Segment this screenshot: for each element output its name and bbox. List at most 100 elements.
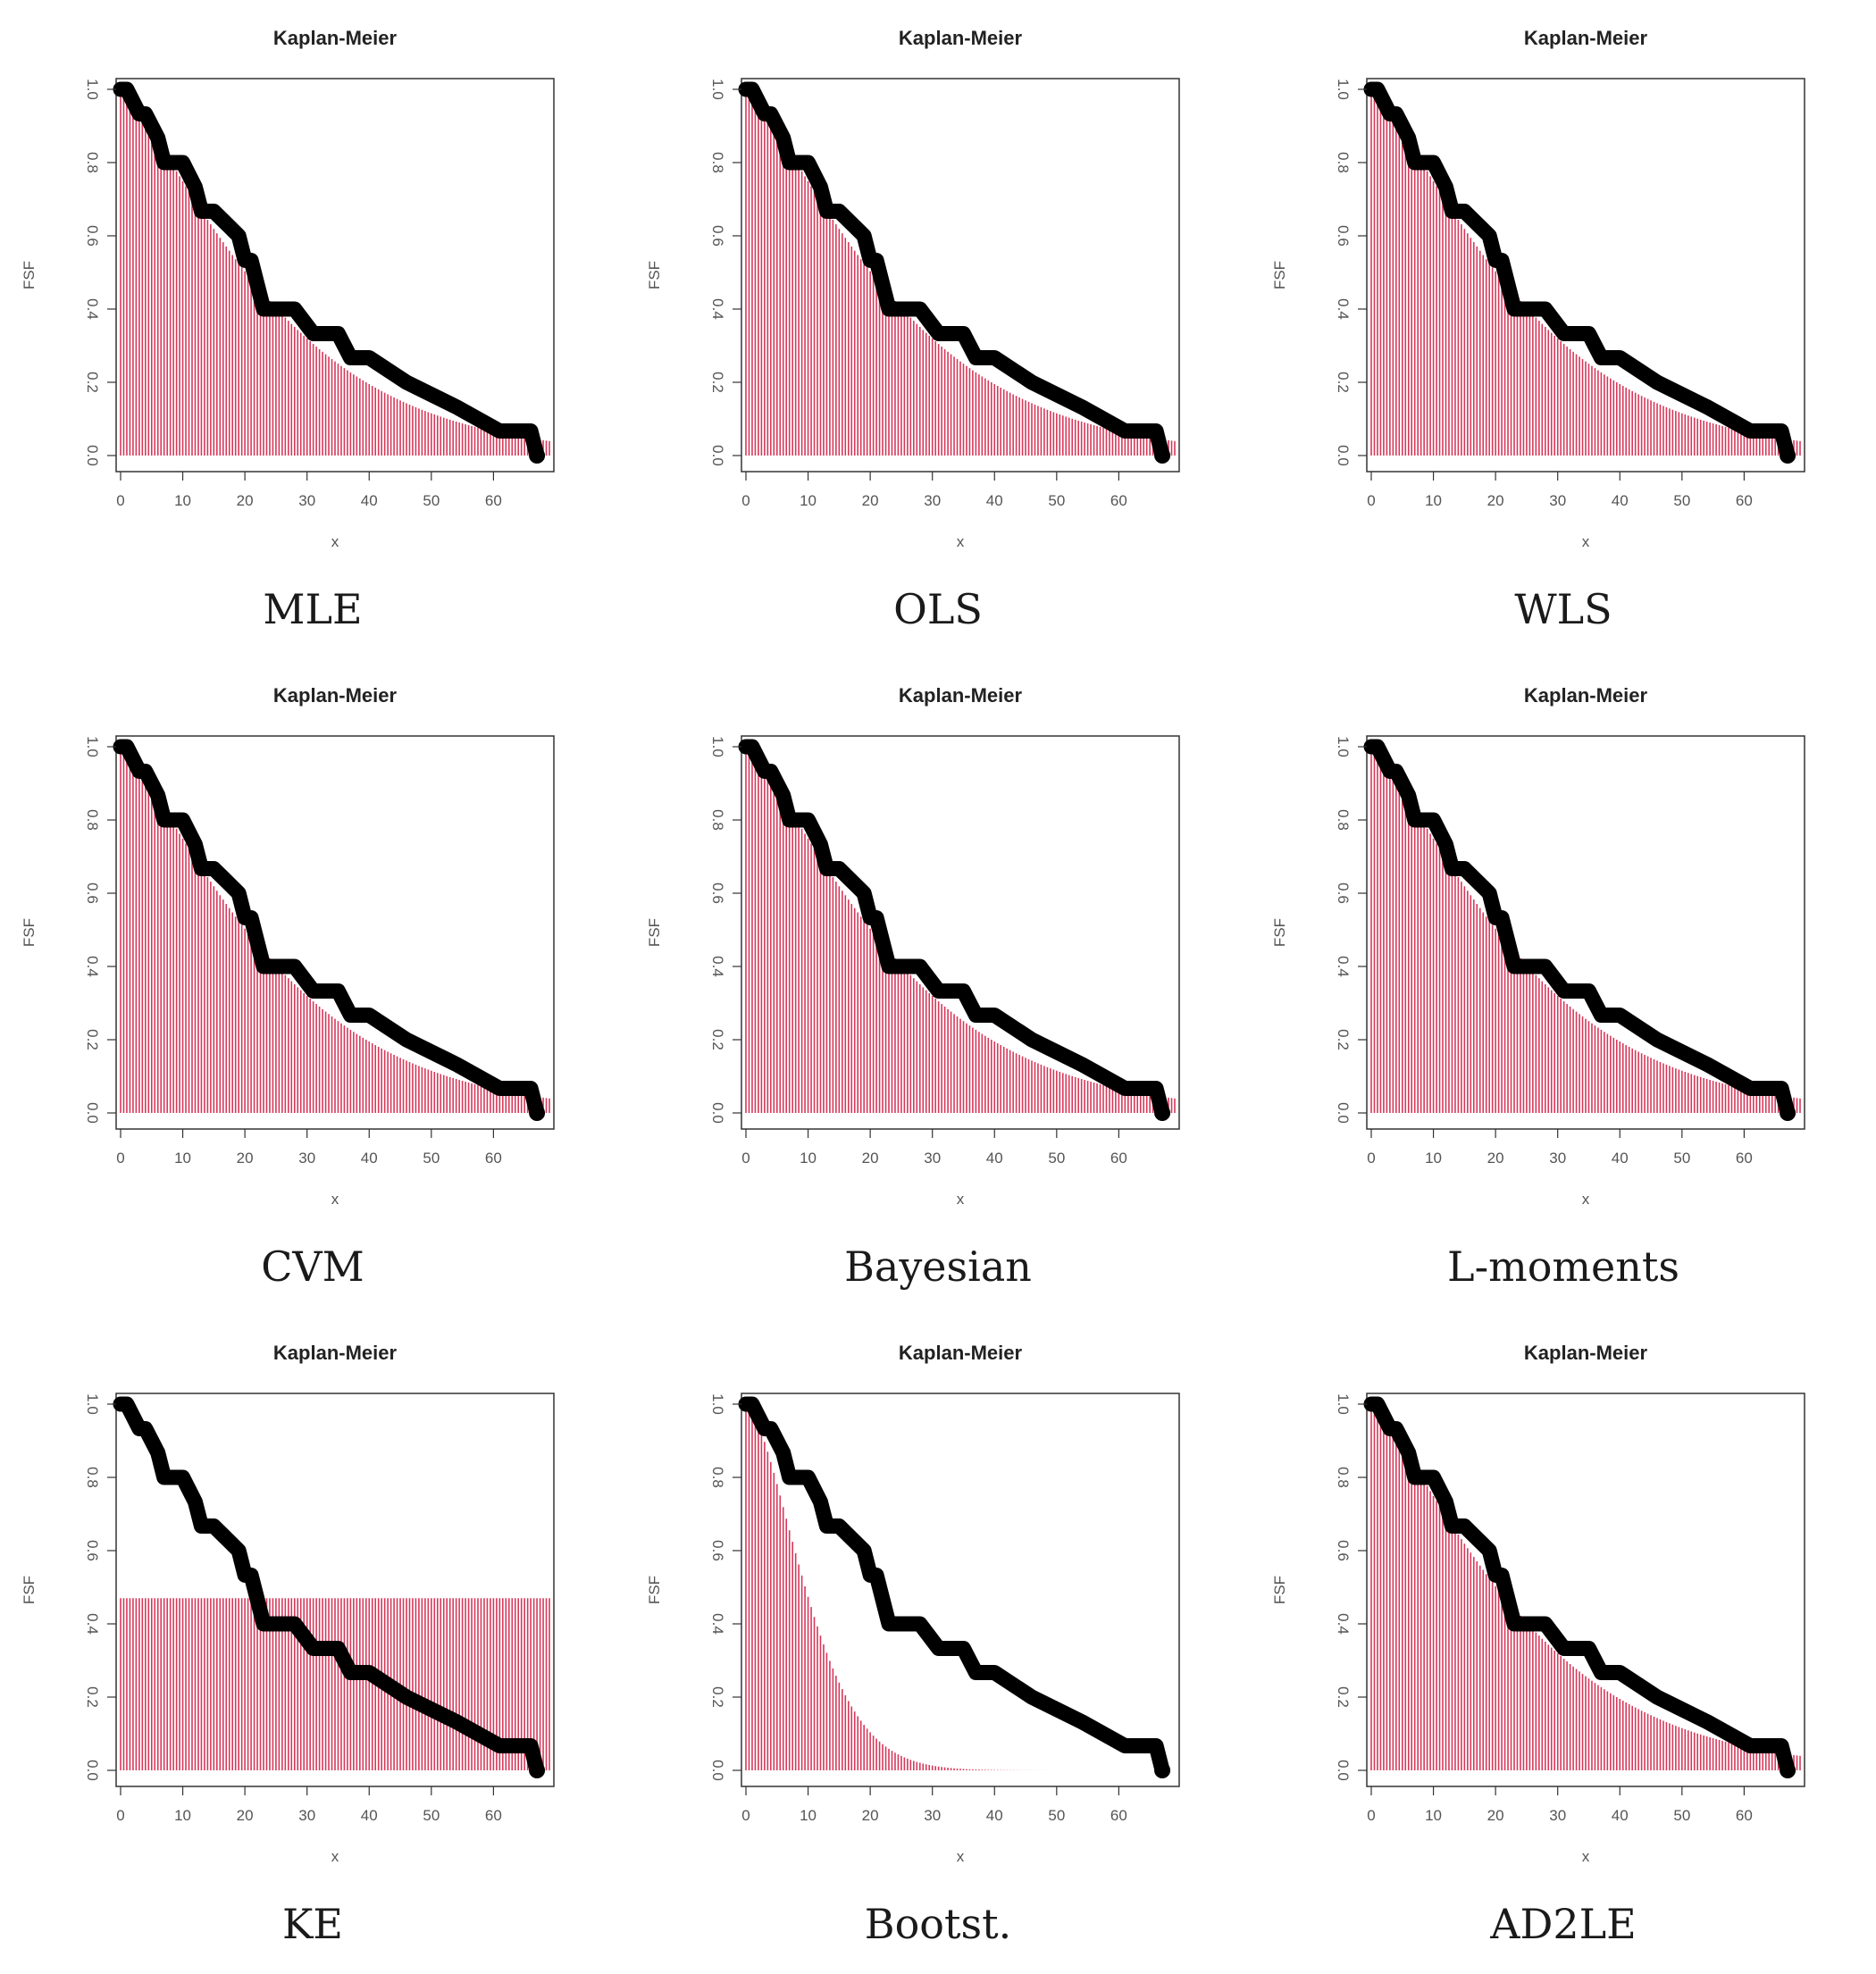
plot-frame [115, 735, 555, 1130]
y-tick-label: 1.0 [84, 736, 101, 757]
plot-frame [741, 735, 1180, 1130]
km-step-curve [738, 81, 1170, 464]
chart-panel-ad2le: Kaplan-Meier 0 10 20 30 40 50 60 0.0 0.2 0.4 0.6 0.8… [1251, 1315, 1876, 1972]
y-tick-label: 0.4 [84, 956, 101, 977]
x-tick-label: 50 [423, 1150, 440, 1167]
x-axis-label: x [957, 1191, 965, 1208]
method-caption: MLE [263, 585, 363, 633]
y-tick-label: 0.6 [709, 882, 726, 904]
method-caption: WLS [1514, 585, 1612, 633]
y-tick-label: 0.6 [84, 882, 101, 904]
x-tick-label: 60 [1110, 1807, 1127, 1824]
y-axis-label: FSF [1271, 1576, 1288, 1604]
x-tick-label: 30 [924, 1150, 941, 1167]
y-tick-label: 1.0 [709, 736, 726, 757]
x-axis-label: x [1582, 533, 1590, 550]
kaplan-meier-chart: Kaplan-Meier 0 10 20 30 40 50 60 0.0 0.2 0.4 0.6 0.8… [21, 1342, 555, 1865]
method-caption: CVM [261, 1242, 364, 1291]
chart-title: Kaplan-Meier [273, 684, 398, 707]
x-tick-label: 40 [361, 1807, 378, 1824]
chart-title: Kaplan-Meier [1524, 1342, 1648, 1364]
y-tick-label: 1.0 [709, 1393, 726, 1415]
y-tick-label: 0.0 [1335, 1102, 1352, 1124]
y-tick-label: 1.0 [84, 1393, 101, 1415]
km-end-point [1780, 1762, 1796, 1778]
km-end-point [529, 1762, 546, 1778]
y-tick-label: 1.0 [1335, 736, 1352, 757]
y-tick-label: 0.0 [84, 1760, 101, 1781]
y-tick-label: 0.6 [709, 225, 726, 247]
km-step-curve [738, 1396, 1170, 1778]
x-axis-label: x [1582, 1191, 1590, 1208]
y-axis-label: FSF [646, 261, 663, 289]
chart-panel-wls: Kaplan-Meier 0 10 20 30 40 50 60 0.0 0.2 0.4 0.6 0.8… [1251, 0, 1876, 657]
x-tick-label: 40 [986, 1807, 1003, 1824]
y-axis-label: FSF [21, 261, 38, 289]
y-tick-label: 0.0 [709, 1760, 726, 1781]
x-tick-label: 50 [423, 492, 440, 509]
x-tick-label: 10 [174, 1150, 191, 1167]
y-tick-label: 0.0 [84, 445, 101, 466]
method-caption: OLS [893, 585, 983, 633]
y-tick-label: 1.0 [84, 79, 101, 100]
x-tick-label: 50 [1673, 1150, 1690, 1167]
x-tick-label: 20 [1487, 1807, 1504, 1824]
y-axis-label: FSF [21, 918, 38, 947]
chart-title: Kaplan-Meier [273, 1342, 398, 1364]
y-tick-label: 0.6 [84, 225, 101, 247]
y-tick-label: 0.6 [1335, 1540, 1352, 1561]
fsf-bars [120, 1598, 550, 1770]
y-tick-label: 0.2 [1335, 1686, 1352, 1708]
x-tick-label: 30 [924, 492, 941, 509]
x-tick-label: 60 [1736, 1807, 1753, 1824]
kaplan-meier-chart: Kaplan-Meier 0 10 20 30 40 50 60 0.0 0.2 0.4 0.6 0.8… [21, 684, 555, 1208]
y-axis-label: FSF [21, 1576, 38, 1604]
fsf-bars [120, 747, 550, 1113]
fsf-bars [745, 89, 1176, 456]
x-tick-label: 20 [237, 1150, 254, 1167]
kaplan-meier-chart: Kaplan-Meier 0 10 20 30 40 50 60 0.0 0.2 0.4 0.6 0.8… [1271, 684, 1805, 1208]
y-tick-label: 0.4 [709, 1613, 726, 1635]
chart-panel-cvm: Kaplan-Meier 0 10 20 30 40 50 60 0.0 0.2 0.4 0.6 0.8… [0, 657, 625, 1315]
y-tick-label: 0.6 [84, 1540, 101, 1561]
x-tick-label: 40 [1612, 1150, 1629, 1167]
x-tick-label: 0 [1367, 1807, 1375, 1824]
chart-panel-l-moments: Kaplan-Meier 0 10 20 30 40 50 60 0.0 0.2 0.4 0.6 0.8… [1251, 657, 1876, 1315]
x-tick-label: 10 [1425, 492, 1442, 509]
x-tick-label: 60 [1736, 492, 1753, 509]
x-axis-label: x [331, 533, 339, 550]
x-tick-label: 0 [741, 1150, 750, 1167]
x-tick-label: 40 [986, 1150, 1003, 1167]
y-tick-label: 1.0 [1335, 1393, 1352, 1415]
x-tick-label: 60 [485, 492, 502, 509]
km-end-point [529, 447, 546, 464]
x-tick-label: 50 [1048, 1150, 1065, 1167]
x-tick-label: 20 [862, 1150, 879, 1167]
fsf-bars [1370, 747, 1801, 1113]
y-tick-label: 0.0 [709, 445, 726, 466]
y-tick-label: 0.0 [1335, 1760, 1352, 1781]
x-tick-label: 10 [174, 492, 191, 509]
y-tick-label: 0.2 [1335, 372, 1352, 393]
y-tick-label: 0.4 [1335, 298, 1352, 320]
x-tick-label: 60 [1110, 1150, 1127, 1167]
x-tick-label: 20 [862, 1807, 879, 1824]
chart-title: Kaplan-Meier [1524, 27, 1648, 49]
x-tick-label: 10 [800, 1150, 817, 1167]
y-tick-label: 0.0 [84, 1102, 101, 1124]
x-tick-label: 10 [800, 1807, 817, 1824]
km-step-curve [738, 739, 1170, 1121]
x-tick-label: 30 [298, 1807, 315, 1824]
y-tick-label: 1.0 [1335, 79, 1352, 100]
method-caption: KE [282, 1900, 343, 1948]
y-tick-label: 0.4 [84, 298, 101, 320]
plot-frame [741, 1393, 1180, 1787]
fsf-bars [1370, 1404, 1801, 1770]
x-axis-label: x [957, 533, 965, 550]
x-axis-label: x [1582, 1848, 1590, 1865]
chart-title: Kaplan-Meier [273, 27, 398, 49]
y-tick-label: 0.2 [84, 372, 101, 393]
x-tick-label: 30 [1549, 1807, 1566, 1824]
plot-frame [741, 78, 1180, 473]
km-step-curve [113, 1396, 545, 1778]
